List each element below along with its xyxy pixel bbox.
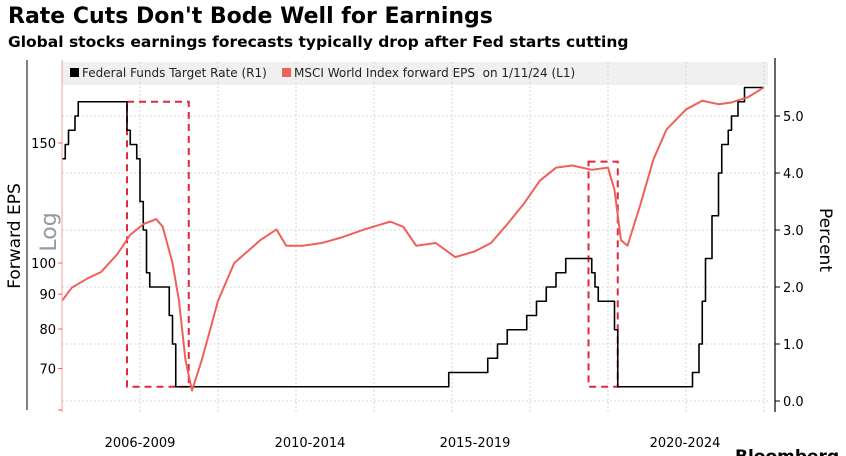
legend-swatch-eps <box>282 68 291 77</box>
chart-title: Rate Cuts Don't Bode Well for Earnings <box>8 4 493 29</box>
axis-ticks: 0.0 1.0 2.0 3.0 4.0 5.0 70 80 90 100 150 2006-2009 2… <box>31 110 804 451</box>
chart-subtitle: Global stocks earnings forecasts typical… <box>8 33 629 51</box>
left-tick-label: 80 <box>39 323 56 338</box>
left-tick-label: 150 <box>31 137 56 152</box>
left-axis-title: Forward EPS <box>5 183 25 289</box>
series-lines <box>61 86 765 392</box>
right-tick-label: 4.0 <box>783 167 804 182</box>
left-tick-label: 100 <box>31 257 56 272</box>
gridlines <box>62 62 768 412</box>
left-tick-label: 90 <box>39 288 56 303</box>
right-tick-label: 3.0 <box>783 224 804 239</box>
legend-label-eps: MSCI World Index forward EPS on 1/11/24 … <box>294 66 575 80</box>
left-tick-label: 70 <box>39 363 56 378</box>
x-tick-label: 2010-2014 <box>275 436 346 451</box>
legend-label-fed: Federal Funds Target Rate (R1) <box>82 66 267 80</box>
cut-period-box <box>126 100 190 388</box>
legend-band <box>62 62 768 85</box>
source-logo: Bloomberg <box>735 447 839 456</box>
cut-period-box <box>587 160 619 388</box>
x-tick-label: 2006-2009 <box>105 436 176 451</box>
legend: Federal Funds Target Rate (R1) MSCI Worl… <box>70 66 575 80</box>
cut-periods <box>126 100 619 388</box>
x-tick-label: 2015-2019 <box>440 436 511 451</box>
right-tick-label: 1.0 <box>783 338 804 353</box>
log-scale-label: Log <box>37 212 62 251</box>
right-tick-label: 2.0 <box>783 281 804 296</box>
right-axis-title: Percent <box>815 208 835 272</box>
msci-eps-line <box>61 86 765 392</box>
x-tick-label: 2020-2024 <box>650 436 721 451</box>
legend-swatch-fed <box>70 68 79 77</box>
fed-funds-rate-line <box>62 86 764 388</box>
right-tick-label: 0.0 <box>783 395 804 410</box>
right-tick-label: 5.0 <box>783 110 804 125</box>
